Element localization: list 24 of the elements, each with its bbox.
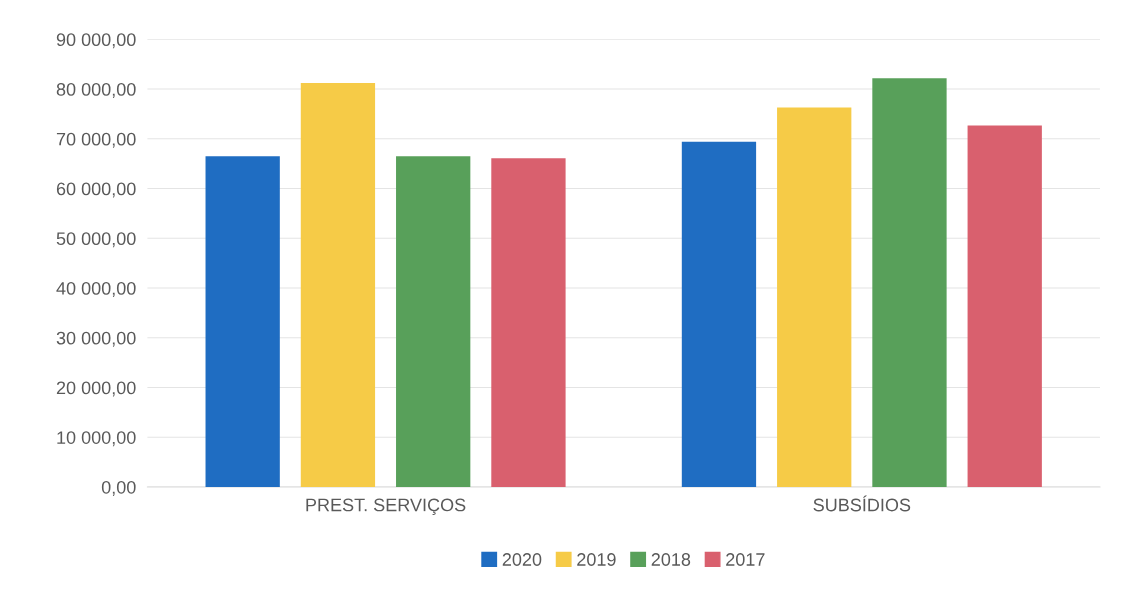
- y-tick-label: 90 000,00: [56, 33, 136, 49]
- legend-label: 2020: [502, 553, 542, 566]
- x-tick-label: SUBSÍDIOS: [813, 495, 911, 512]
- y-tick-label: 80 000,00: [56, 83, 136, 98]
- bar: [967, 125, 1042, 488]
- bar: [681, 141, 757, 488]
- bar: [491, 158, 566, 488]
- y-tick-label: 0,00: [101, 480, 136, 496]
- y-tick-label: 10 000,00: [57, 431, 136, 447]
- y-tick-label: 60 000,00: [56, 182, 136, 198]
- y-tick-label: 30 000,00: [56, 331, 136, 347]
- bar: [872, 78, 947, 488]
- y-tick-label: 40 000,00: [56, 281, 136, 297]
- bar: [777, 107, 852, 488]
- y-tick-label: 70 000,00: [56, 132, 136, 148]
- bar: [396, 156, 471, 488]
- legend-label: 2018: [651, 553, 691, 566]
- bar: [205, 156, 280, 488]
- legend-label: 2019: [577, 553, 616, 566]
- bar: [300, 83, 376, 488]
- y-tick-label: 20 000,00: [56, 381, 136, 397]
- y-tick-label: 50 000,00: [56, 232, 136, 248]
- x-tick-label: PREST. SERVIÇOS: [306, 498, 466, 515]
- legend-label: 2017: [726, 553, 765, 566]
